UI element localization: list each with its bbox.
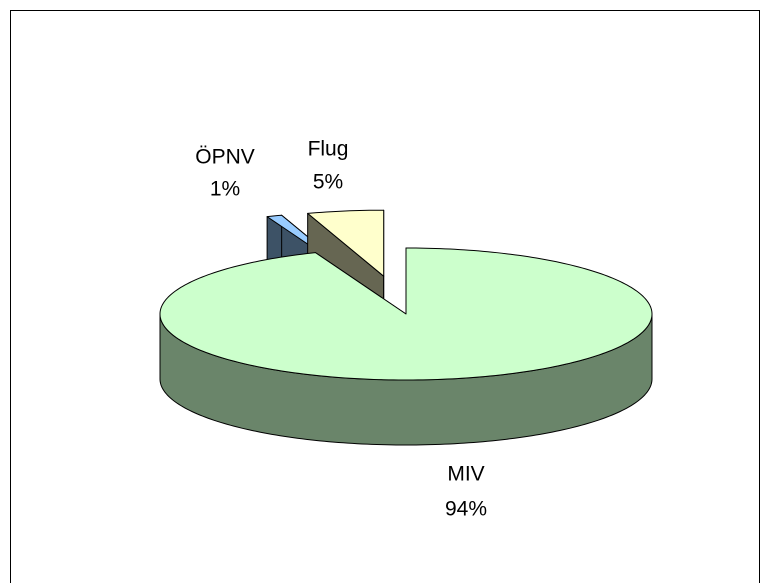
slice-label: MIV	[447, 463, 484, 486]
slice	[159, 247, 653, 381]
slice-label: Flug	[308, 138, 349, 161]
slice-value-label: 5%	[313, 171, 343, 194]
slice	[307, 209, 385, 277]
slice-value-label: 94%	[445, 498, 487, 521]
slice-label: ÖPNV	[195, 146, 255, 169]
slice-value-label: 1%	[210, 178, 240, 201]
chart-border	[10, 10, 760, 583]
